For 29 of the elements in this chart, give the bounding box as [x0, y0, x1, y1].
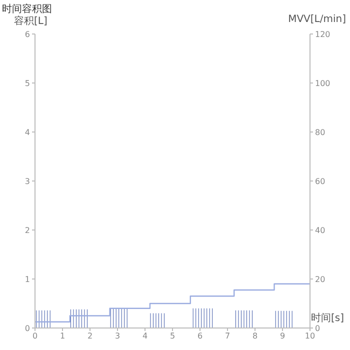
y-tick-label: 2 [24, 226, 30, 235]
y-tick-label: 1 [24, 274, 30, 284]
x-tick-label: 9 [280, 332, 286, 341]
y-tick-label: 5 [24, 78, 30, 88]
x-tick-label: 4 [142, 332, 148, 341]
y2-tick-label: 60 [315, 176, 326, 186]
y-tick-label: 6 [24, 30, 30, 39]
y-tick-label: 3 [24, 176, 30, 186]
x-tick-label: 1 [60, 332, 66, 341]
y2-axis-title: MVV[L/min] [288, 14, 346, 25]
y-axis-title: 容积[L] [14, 14, 48, 28]
x-tick-label: 10 [304, 332, 316, 341]
y-tick-label: 4 [24, 128, 30, 137]
x-tick-label: 7 [224, 332, 230, 341]
y2-tick-label: 100 [315, 78, 330, 88]
y2-tick-label: 120 [315, 30, 330, 39]
x-tick-label: 5 [170, 332, 176, 341]
x-tick-label: 3 [114, 332, 120, 341]
x-tick-label: 6 [197, 332, 203, 341]
y2-tick-label: 20 [315, 274, 326, 284]
y2-tick-label: 40 [315, 226, 326, 235]
x-axis-title: 时间[s] [311, 312, 344, 325]
x-tick-label: 2 [87, 332, 93, 341]
x-tick-label: 0 [32, 332, 38, 341]
y-tick-label: 0 [24, 324, 30, 333]
y2-tick-label: 80 [315, 128, 326, 137]
chart-title: 时间容积图 [2, 2, 52, 16]
x-tick-label: 8 [252, 332, 258, 341]
y2-tick-label: 0 [315, 324, 320, 333]
